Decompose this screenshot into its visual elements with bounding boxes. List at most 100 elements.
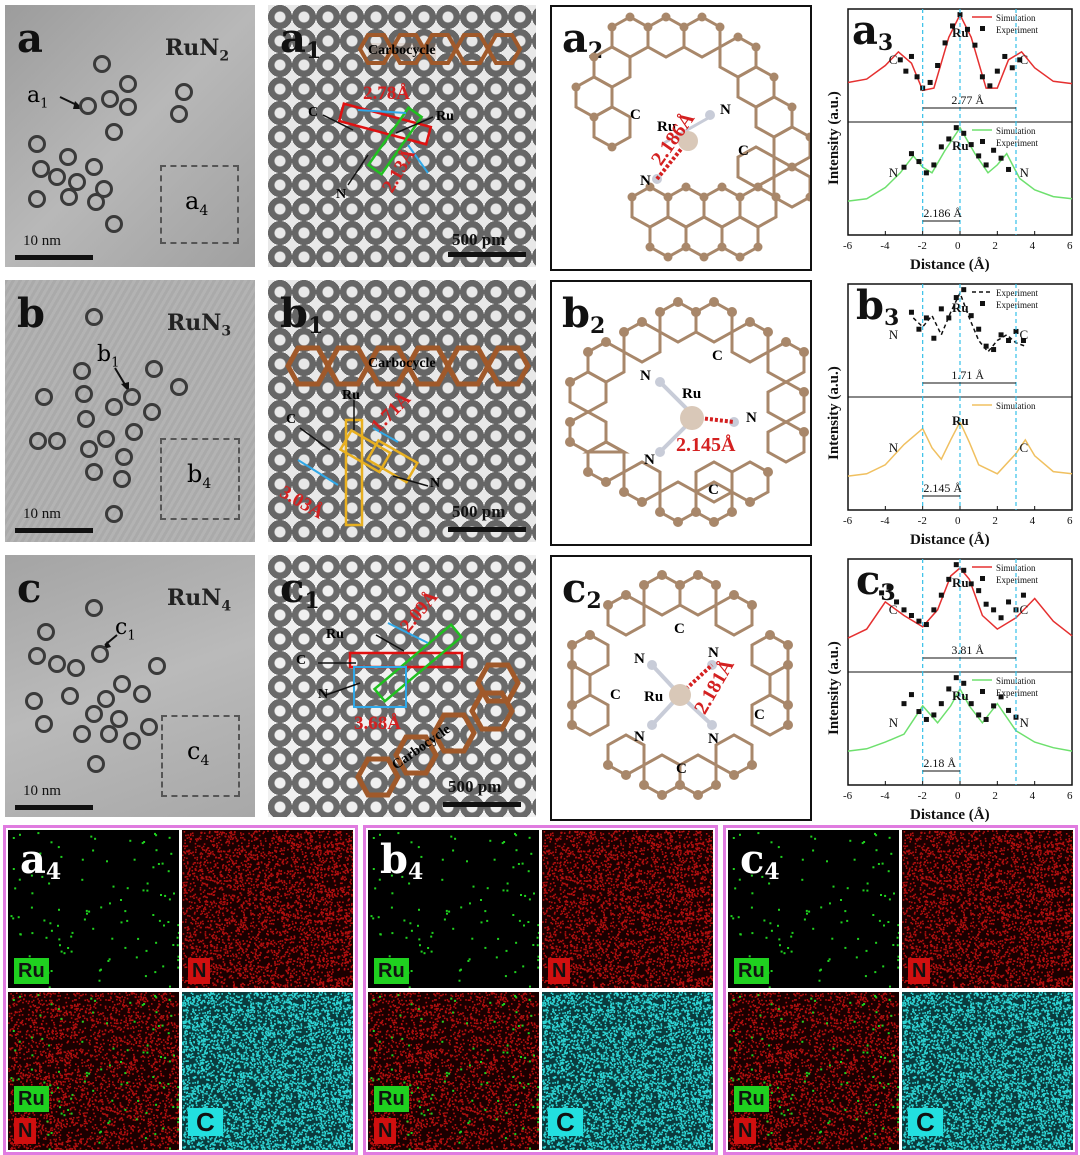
legend-marker: [980, 576, 985, 581]
atom-ring: [93, 55, 111, 73]
atom-ring: [119, 75, 137, 93]
experiment-point: [1006, 599, 1012, 605]
experiment-point: [1020, 592, 1026, 598]
atom-ring: [48, 655, 66, 673]
experiment-point: [998, 694, 1004, 700]
x-axis-label: Distance (Å): [910, 807, 990, 823]
experiment-point: [1006, 338, 1012, 343]
experiment-point: [1002, 53, 1008, 59]
atom-ring: [105, 398, 123, 416]
panel-label-eds: b4: [380, 840, 423, 884]
panel-label-b1: b1: [280, 294, 323, 338]
experiment-point: [983, 601, 989, 607]
experiment-point: [923, 315, 929, 321]
panel-label-c3: c3: [856, 561, 896, 605]
atom-c-label: C: [676, 761, 687, 778]
scale-bar: [15, 255, 93, 260]
atom-ring: [48, 432, 66, 450]
peak-label: C: [1019, 602, 1028, 617]
panel-label-c2: c2: [562, 569, 602, 613]
atom-c-label: C: [754, 707, 765, 724]
atom-c-label: C: [296, 653, 306, 669]
atom-ring: [79, 97, 97, 115]
peak-label: N: [889, 165, 899, 180]
tem-panel-a: a RuN2 a1 a4 10 nm: [5, 5, 255, 267]
n-tag: N: [908, 958, 931, 984]
atom-ring: [105, 215, 123, 233]
experiment-point: [935, 63, 941, 68]
eds-n-map: [182, 830, 353, 988]
atom-ring: [113, 470, 131, 488]
eds-panel-c4: c4 Ru N Ru N C: [723, 825, 1078, 1155]
experiment-point: [983, 162, 989, 168]
atom-n-label: N: [336, 187, 346, 203]
atom-c-label: C: [610, 687, 621, 704]
atom-n-label: N: [720, 102, 731, 119]
ru-tag: Ru: [734, 958, 769, 984]
distance-annotation: 3.81 Å: [951, 643, 984, 657]
carbocycle-label: Carbocycle: [368, 356, 436, 372]
arrow-label: b1: [97, 342, 119, 370]
legend-label: Experiment: [996, 138, 1038, 148]
atom-ring: [85, 308, 103, 326]
experiment-point: [972, 42, 978, 48]
distance-annotation: 2.186 Å: [923, 206, 962, 220]
peak-label: N: [1019, 165, 1029, 180]
experiment-point: [976, 153, 982, 159]
atom-ru-label: Ru: [657, 119, 676, 136]
experiment-point: [950, 23, 956, 29]
n-tag: N: [14, 1118, 37, 1144]
experiment-point: [976, 588, 982, 594]
experiment-point: [901, 164, 907, 170]
x-tick-label: -2: [918, 790, 927, 802]
experiment-point: [923, 622, 929, 628]
atom-n-label: N: [430, 476, 440, 492]
arrow-label: c1: [115, 615, 136, 643]
scale-bar: [443, 802, 521, 807]
atom-ring: [85, 463, 103, 481]
chart-a3-svg: SimulationExperimentCRuC2.77 ÅSimulation…: [826, 8, 1073, 273]
experiment-point: [946, 136, 952, 142]
atom-ring: [75, 385, 93, 403]
experiment-point: [931, 162, 937, 168]
atom-ru-label: Ru: [326, 627, 344, 643]
atom-ring: [87, 193, 105, 211]
peak-label: C: [889, 602, 898, 617]
atom-ru-label: Ru: [436, 109, 454, 125]
atom-ring: [97, 430, 115, 448]
eds-noise: [902, 992, 1073, 1150]
experiment-point: [961, 130, 967, 136]
legend-marker: [980, 26, 985, 31]
zoom-panel-a: a1 Carbocycle 2.78Å 2.13Å C Ru N 500 pm: [268, 5, 536, 267]
experiment-point: [953, 562, 959, 568]
x-tick-label: 4: [1030, 515, 1036, 527]
x-tick-label: -4: [880, 240, 890, 252]
atom-ring: [145, 360, 163, 378]
formula-label: RuN3: [167, 310, 231, 339]
ru-tag: Ru: [14, 958, 49, 984]
eds-n-map: [902, 830, 1073, 988]
eds-noise: [730, 832, 899, 988]
atom-ring: [80, 440, 98, 458]
structure-panel-c2: c2: [550, 555, 812, 821]
atom-ring: [125, 423, 143, 441]
structure-panel-b2: b2: [550, 280, 812, 546]
peak-label: N: [889, 327, 899, 342]
peak-label: N: [1019, 715, 1029, 730]
simulation-line: [847, 126, 1073, 202]
experiment-point: [998, 615, 1004, 621]
experiment-point: [1013, 328, 1019, 334]
experiment-point: [983, 343, 989, 349]
experiment-point: [979, 74, 985, 80]
atom-c-label: C: [286, 412, 296, 428]
atom-ring: [119, 98, 137, 116]
eds-overlay-map: [8, 992, 179, 1150]
ru-tag: Ru: [374, 958, 409, 984]
x-tick-label: -2: [918, 515, 927, 527]
experiment-point: [908, 692, 914, 698]
x-tick-label: 0: [955, 515, 961, 527]
atom-n-label: N: [644, 452, 655, 469]
c-tag: C: [548, 1108, 583, 1136]
atom-c-label: C: [674, 621, 685, 638]
experiment-point: [961, 680, 967, 686]
